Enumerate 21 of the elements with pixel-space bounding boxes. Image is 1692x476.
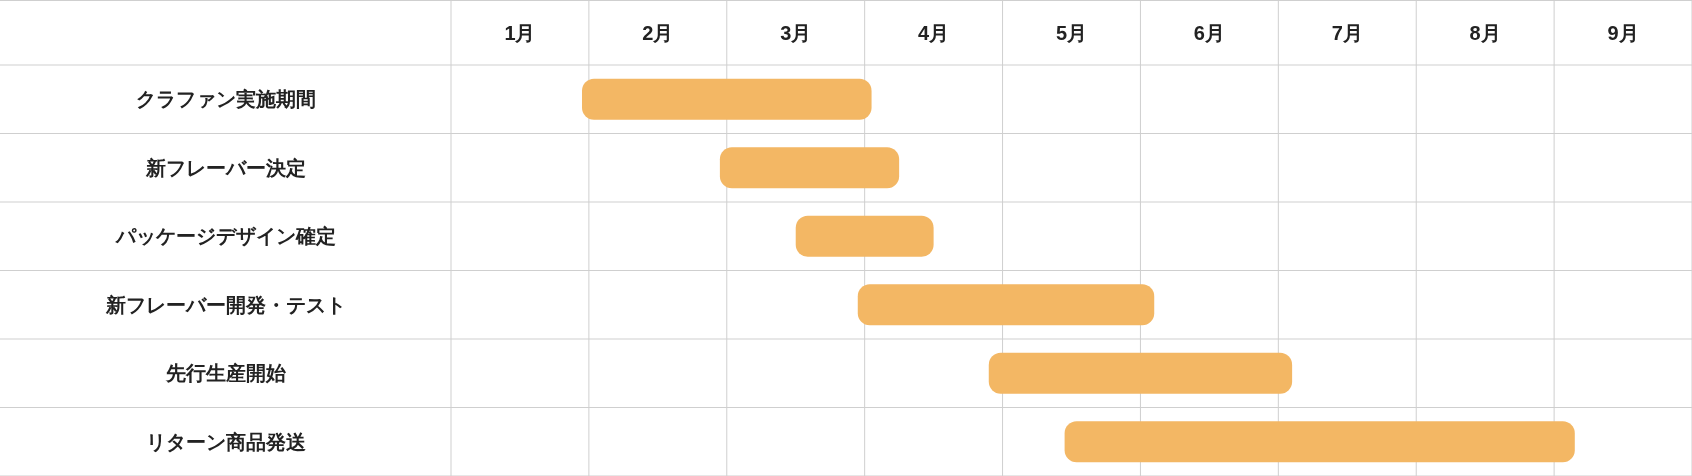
y-tick-label: リターン商品発送 xyxy=(145,430,306,453)
x-tick-label: 9月 xyxy=(1607,21,1639,44)
x-tick-label: 2月 xyxy=(642,21,674,44)
bar xyxy=(1064,421,1575,463)
y-tick-label: 新フレーバー開発・テスト xyxy=(104,293,346,316)
x-tick-label: 8月 xyxy=(1469,21,1501,44)
x-tick-label: 1月 xyxy=(504,21,536,44)
bar xyxy=(988,352,1293,394)
x-tick-label: 4月 xyxy=(918,21,950,44)
y-tick-label: パッケージデザイン確定 xyxy=(114,225,336,248)
bar xyxy=(857,284,1155,326)
y-tick-label: 先行生産開始 xyxy=(164,362,287,385)
bar xyxy=(719,147,900,189)
x-tick-label: 5月 xyxy=(1055,21,1088,44)
y-tick-label: クラファン実施期間 xyxy=(135,88,316,111)
x-tick-label: 3月 xyxy=(780,21,812,44)
y-tick-label: 新フレーバー決定 xyxy=(144,156,306,179)
bar xyxy=(581,78,872,120)
bar xyxy=(795,215,934,257)
x-tick-label: 6月 xyxy=(1193,21,1225,44)
x-tick-label: 7月 xyxy=(1331,21,1363,44)
